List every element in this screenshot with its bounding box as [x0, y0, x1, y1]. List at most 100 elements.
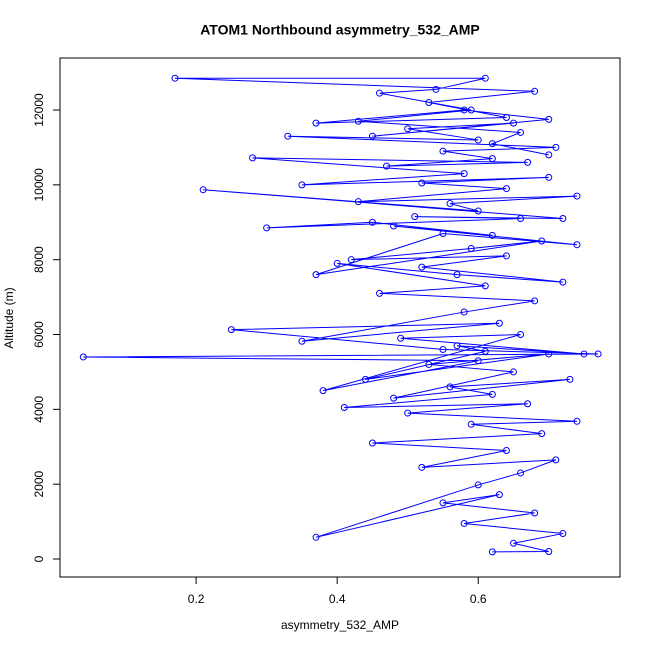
data-point	[439, 345, 447, 353]
data-point	[531, 297, 539, 305]
data-point	[390, 222, 398, 230]
data-point	[340, 403, 348, 411]
data-point	[467, 420, 475, 428]
data-point	[439, 147, 447, 155]
data-point	[573, 241, 581, 249]
data-point	[171, 74, 179, 82]
data-point	[361, 375, 369, 383]
data-point	[488, 140, 496, 148]
data-point	[502, 185, 510, 193]
data-point	[594, 350, 602, 358]
y-tick-label: 0	[32, 555, 46, 562]
data-point	[510, 119, 518, 127]
data-point	[368, 218, 376, 226]
data-point	[552, 456, 560, 464]
data-point	[411, 213, 419, 221]
data-point	[199, 186, 207, 194]
y-tick-label: 4000	[32, 396, 46, 423]
data-point	[418, 179, 426, 187]
data-point	[347, 256, 355, 264]
y-axis-label: Altitude (m)	[2, 287, 16, 348]
data-point	[488, 155, 496, 163]
data-point	[333, 259, 341, 267]
data-point	[474, 207, 482, 215]
data-point	[312, 119, 320, 127]
data-point	[474, 481, 482, 489]
data-point	[545, 548, 553, 556]
data-point	[481, 282, 489, 290]
data-point	[481, 347, 489, 355]
data-point	[453, 271, 461, 279]
y-tick-label: 2000	[32, 471, 46, 498]
data-line	[83, 77, 599, 553]
chart-title: ATOM1 Northbound asymmetry_532_AMP	[200, 22, 480, 38]
data-point	[467, 244, 475, 252]
x-axis-label: asymmetry_532_AMP	[281, 618, 399, 632]
data-point	[488, 548, 496, 556]
data-point	[580, 350, 588, 358]
data-point	[538, 430, 546, 438]
y-tick-label: 10000	[32, 168, 46, 202]
data-point	[79, 353, 87, 361]
data-point	[474, 136, 482, 144]
data-point	[545, 173, 553, 181]
data-point	[439, 229, 447, 237]
data-point	[502, 113, 510, 121]
data-point	[390, 394, 398, 402]
data-point	[263, 224, 271, 232]
data-point	[545, 350, 553, 358]
data-point	[488, 390, 496, 398]
data-point	[510, 368, 518, 376]
data-point	[319, 387, 327, 395]
data-point	[354, 198, 362, 206]
y-tick-label: 12000	[32, 93, 46, 127]
data-point	[460, 170, 468, 178]
data-point	[510, 539, 518, 547]
data-point	[404, 409, 412, 417]
data-point	[298, 337, 306, 345]
data-point	[502, 446, 510, 454]
data-point	[460, 106, 468, 114]
data-point	[418, 463, 426, 471]
data-point	[559, 530, 567, 538]
data-point	[559, 215, 567, 223]
data-point	[375, 289, 383, 297]
data-point	[460, 519, 468, 527]
data-point	[495, 319, 503, 327]
data-point	[439, 499, 447, 507]
data-point	[368, 132, 376, 140]
data-point	[517, 128, 525, 136]
data-point	[453, 342, 461, 350]
data-point	[559, 278, 567, 286]
data-point	[432, 85, 440, 93]
data-point	[446, 383, 454, 391]
data-point	[383, 162, 391, 170]
data-point	[227, 326, 235, 334]
data-point	[481, 74, 489, 82]
data-point	[495, 491, 503, 499]
data-point	[425, 99, 433, 107]
x-tick-label: 0.4	[329, 592, 346, 606]
data-point	[418, 263, 426, 271]
data-point	[524, 400, 532, 408]
data-point	[368, 439, 376, 447]
data-point	[249, 154, 257, 162]
data-point	[517, 331, 525, 339]
data-point	[552, 143, 560, 151]
data-point	[517, 215, 525, 223]
data-point	[538, 237, 546, 245]
data-point	[375, 89, 383, 97]
x-tick-label: 0.2	[188, 592, 205, 606]
data-point	[502, 252, 510, 260]
data-point	[488, 231, 496, 239]
data-point	[531, 509, 539, 517]
data-point	[460, 308, 468, 316]
data-point	[566, 375, 574, 383]
data-point	[545, 151, 553, 159]
data-point	[425, 360, 433, 368]
data-point	[298, 181, 306, 189]
data-point	[312, 271, 320, 279]
data-point	[397, 334, 405, 342]
